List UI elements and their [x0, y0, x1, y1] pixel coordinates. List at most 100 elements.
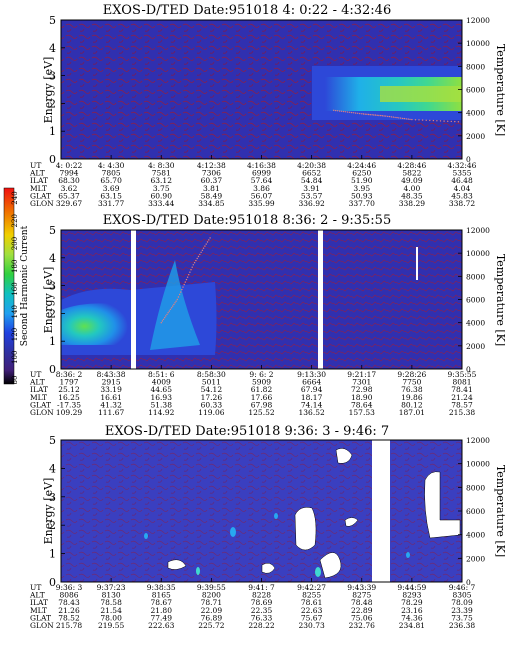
panel-3-spot-2 [196, 567, 200, 575]
energy-tick-label: 1 [49, 548, 56, 561]
temperature-trace-point [409, 118, 411, 121]
table-cell: 44.65 [151, 385, 173, 394]
table-cell: 8:51: 6 [148, 370, 175, 379]
temperature-trace-point [371, 114, 373, 116]
table-cell: 60.33 [201, 400, 223, 409]
panel-3-ylabel: Energy [eV] [42, 478, 55, 545]
table-cell: 8228 [252, 591, 271, 600]
temperature-trace-point [205, 243, 207, 245]
table-cell: 4:16:38 [247, 161, 276, 170]
panel-3-spot-3 [315, 567, 321, 577]
temperature-trace-point [180, 291, 182, 293]
temperature-trace-point [343, 110, 345, 113]
temperature-trace-point [373, 114, 375, 116]
table-cell: 78.48 [351, 598, 373, 607]
table-cell: 68.30 [58, 176, 80, 185]
table-cell: 333.44 [148, 199, 174, 208]
table-cell: 19.86 [401, 393, 423, 402]
table-row-label: GLAT [30, 400, 51, 409]
temperature-trace-point [206, 241, 209, 243]
energy-tick-label: 0 [49, 576, 56, 589]
temperature-tick-label: 2000 [466, 554, 485, 563]
temperature-trace-point [162, 318, 165, 321]
table-cell: 4: 4:30 [98, 161, 125, 170]
table-cell: 65.70 [100, 176, 122, 185]
panel-3-blob-2 [335, 448, 353, 464]
energy-tick-label: 1 [49, 335, 56, 348]
temperature-tick-label: 12000 [466, 436, 490, 445]
temperature-trace-point [362, 113, 365, 115]
temperature-tick-label: 0 [466, 578, 471, 587]
temperature-trace-point [378, 114, 380, 117]
temperature-trace-point [436, 120, 438, 122]
table-cell: 7581 [152, 169, 171, 178]
temperature-trace-point [345, 111, 347, 113]
temperature-trace-point [351, 111, 353, 114]
table-cell: 136.52 [299, 408, 325, 417]
temperature-trace-point [364, 113, 366, 115]
table-cell: 21.54 [100, 606, 122, 615]
panel-2-ylabel: Energy [eV] [42, 267, 55, 334]
table-cell: 232.76 [349, 621, 375, 630]
temperature-tick-label: 8000 [466, 62, 485, 71]
table-cell: 16.25 [58, 393, 80, 402]
energy-tick-label: 3 [49, 70, 56, 83]
temperature-trace-point [432, 119, 435, 122]
temperature-trace-point [168, 310, 170, 312]
table-cell: 4: 0:22 [56, 161, 83, 170]
panel-1-ylabel: Energy [eV] [42, 57, 55, 124]
temperature-trace-point [380, 114, 382, 117]
table-cell: 78.57 [451, 400, 473, 409]
table-cell: 63.15 [100, 191, 122, 200]
temperature-trace-point [390, 116, 393, 118]
temperature-tick-label: 0 [466, 155, 471, 164]
temperature-trace-point [204, 245, 206, 247]
table-cell: 4:20:38 [297, 161, 326, 170]
temperature-trace-point [182, 286, 184, 288]
energy-tick-label: 3 [49, 491, 56, 504]
table-cell: 7750 [402, 378, 421, 387]
table-cell: 4009 [152, 378, 171, 387]
temperature-trace-point [359, 112, 361, 115]
table-cell: 111.67 [98, 408, 124, 417]
panel-1-feature [312, 66, 462, 120]
table-cell: 9:44:59 [397, 583, 426, 592]
table-cell: 9:39:55 [197, 583, 226, 592]
table-cell: 4.04 [454, 184, 471, 193]
temperature-trace-point [374, 114, 377, 116]
temperature-tick-label: 2000 [466, 132, 485, 141]
table-cell: 335.99 [248, 199, 274, 208]
energy-tick-label: 2 [49, 519, 56, 532]
temperature-trace-point [175, 300, 177, 302]
temperature-trace-point [184, 281, 186, 283]
energy-tick-label: 0 [49, 153, 56, 166]
temperature-trace-point [383, 115, 385, 117]
temperature-trace-point [164, 317, 166, 319]
colorbar-ticks: 240 220 200 180 160 140 120 100 80 [11, 191, 19, 384]
temperature-tick-label: 12000 [466, 16, 490, 25]
table-cell: 77.49 [151, 613, 173, 622]
table-cell: 9:38:35 [147, 583, 176, 592]
table-cell: 67.98 [251, 400, 273, 409]
table-cell: 337.70 [349, 199, 375, 208]
table-cell: 17.26 [201, 393, 223, 402]
colorbar-tick-label: 100 [11, 351, 19, 364]
table-cell: 73.75 [451, 613, 473, 622]
table-cell: 60.90 [151, 191, 173, 200]
colorbar-tick-label: 220 [11, 214, 19, 227]
table-row-label: UT [30, 583, 41, 592]
table-row-label: ILAT [30, 176, 48, 185]
table-cell: 7805 [102, 169, 121, 178]
temperature-trace-point [190, 269, 192, 271]
panel-3: EXOS-D/TED Date:951018 9:36: 3 - 9:46: 7 [29, 424, 505, 630]
temperature-trace-point [357, 112, 359, 115]
temperature-trace-point [355, 112, 357, 114]
temperature-trace-point [418, 119, 420, 121]
table-cell: 65.37 [58, 191, 80, 200]
panel-3-spot-1 [230, 527, 236, 537]
table-cell: 78.29 [401, 598, 423, 607]
table-cell: 54.84 [301, 176, 323, 185]
temperature-trace-point [396, 116, 398, 119]
table-cell: 8086 [59, 591, 78, 600]
table-cell: 3.62 [61, 184, 78, 193]
